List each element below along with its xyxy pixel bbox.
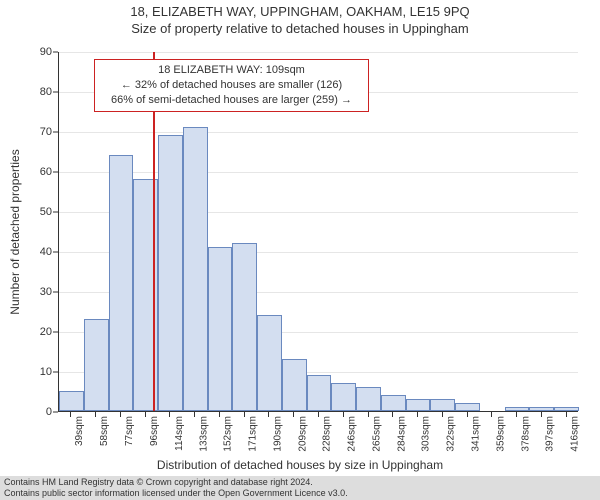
histogram-bar <box>59 391 84 411</box>
histogram-bar <box>430 399 455 411</box>
x-tick-mark <box>145 412 146 417</box>
x-tick-label: 397sqm <box>545 416 556 452</box>
y-tick-label: 0 <box>46 406 52 418</box>
histogram-bar <box>208 247 233 411</box>
histogram-bar <box>307 375 332 411</box>
x-tick-label: 77sqm <box>124 416 135 446</box>
x-tick-mark <box>120 412 121 417</box>
footer-line1: Contains HM Land Registry data © Crown c… <box>4 477 596 488</box>
chart-container: 18, ELIZABETH WAY, UPPINGHAM, OAKHAM, LE… <box>0 0 600 500</box>
histogram-bar <box>529 407 554 411</box>
annotation-line3: 66% of semi-detached houses are larger (… <box>101 93 362 108</box>
x-tick-label: 228sqm <box>322 416 333 452</box>
x-tick-mark <box>566 412 567 417</box>
annotation-line1: 18 ELIZABETH WAY: 109sqm <box>101 63 362 78</box>
x-tick-mark <box>95 412 96 417</box>
footer-line2: Contains public sector information licen… <box>4 488 596 499</box>
x-tick-mark <box>417 412 418 417</box>
x-tick-label: 265sqm <box>372 416 383 452</box>
chart-title-line1: 18, ELIZABETH WAY, UPPINGHAM, OAKHAM, LE… <box>0 4 600 21</box>
histogram-bar <box>554 407 579 411</box>
y-tick-label: 60 <box>40 166 52 178</box>
x-tick-label: 39sqm <box>74 416 85 446</box>
histogram-bar <box>282 359 307 411</box>
y-tick-label: 20 <box>40 326 52 338</box>
histogram-bar <box>232 243 257 411</box>
x-tick-mark <box>70 412 71 417</box>
x-tick-mark <box>219 412 220 417</box>
y-axis-ticks: 0102030405060708090 <box>0 52 58 412</box>
annotation-callout: 18 ELIZABETH WAY: 109sqm ← 32% of detach… <box>94 59 369 112</box>
x-tick-label: 359sqm <box>495 416 506 452</box>
x-tick-mark <box>169 412 170 417</box>
x-tick-label: 246sqm <box>347 416 358 452</box>
attribution-footer: Contains HM Land Registry data © Crown c… <box>0 476 600 500</box>
y-tick-label: 30 <box>40 286 52 298</box>
x-tick-mark <box>318 412 319 417</box>
x-tick-mark <box>442 412 443 417</box>
y-tick-label: 90 <box>40 46 52 58</box>
histogram-bar <box>109 155 134 411</box>
x-tick-label: 190sqm <box>272 416 283 452</box>
x-tick-label: 378sqm <box>520 416 531 452</box>
x-axis-label: Distribution of detached houses by size … <box>0 458 600 472</box>
y-tick-label: 10 <box>40 366 52 378</box>
x-tick-mark <box>293 412 294 417</box>
x-axis-ticks: 39sqm 58sqm 77sqm 96sqm 114sqm 133sqm 152sqm 17… <box>58 412 578 462</box>
histogram-bar <box>356 387 381 411</box>
x-tick-label: 209sqm <box>297 416 308 452</box>
x-tick-label: 284sqm <box>396 416 407 452</box>
x-tick-label: 416sqm <box>570 416 581 452</box>
y-tick-label: 50 <box>40 206 52 218</box>
annotation-line2: ← 32% of detached houses are smaller (12… <box>101 78 362 93</box>
x-tick-label: 322sqm <box>446 416 457 452</box>
y-tick-label: 40 <box>40 246 52 258</box>
histogram-bar <box>158 135 183 411</box>
x-tick-mark <box>343 412 344 417</box>
histogram-bar <box>381 395 406 411</box>
y-tick-label: 70 <box>40 126 52 138</box>
x-tick-mark <box>467 412 468 417</box>
histogram-bar <box>505 407 530 411</box>
y-tick-label: 80 <box>40 86 52 98</box>
title-block: 18, ELIZABETH WAY, UPPINGHAM, OAKHAM, LE… <box>0 0 600 38</box>
histogram-bar <box>331 383 356 411</box>
plot-area: 18 ELIZABETH WAY: 109sqm ← 32% of detach… <box>58 52 578 412</box>
histogram-bar <box>406 399 431 411</box>
x-tick-label: 171sqm <box>248 416 259 452</box>
histogram-bar <box>455 403 480 411</box>
x-tick-mark <box>491 412 492 417</box>
x-tick-label: 114sqm <box>173 416 184 451</box>
x-tick-label: 152sqm <box>223 416 234 452</box>
histogram-bar <box>84 319 109 411</box>
x-tick-mark <box>368 412 369 417</box>
histogram-bar <box>257 315 282 411</box>
x-tick-mark <box>194 412 195 417</box>
x-tick-label: 303sqm <box>421 416 432 452</box>
x-tick-label: 341sqm <box>471 416 482 452</box>
x-tick-mark <box>244 412 245 417</box>
chart-title-line2: Size of property relative to detached ho… <box>0 21 600 38</box>
x-tick-label: 133sqm <box>198 416 209 452</box>
x-tick-mark <box>516 412 517 417</box>
x-tick-mark <box>541 412 542 417</box>
histogram-bar <box>183 127 208 411</box>
x-tick-label: 96sqm <box>149 416 160 446</box>
x-tick-mark <box>268 412 269 417</box>
x-tick-mark <box>392 412 393 417</box>
x-tick-label: 58sqm <box>99 416 110 446</box>
